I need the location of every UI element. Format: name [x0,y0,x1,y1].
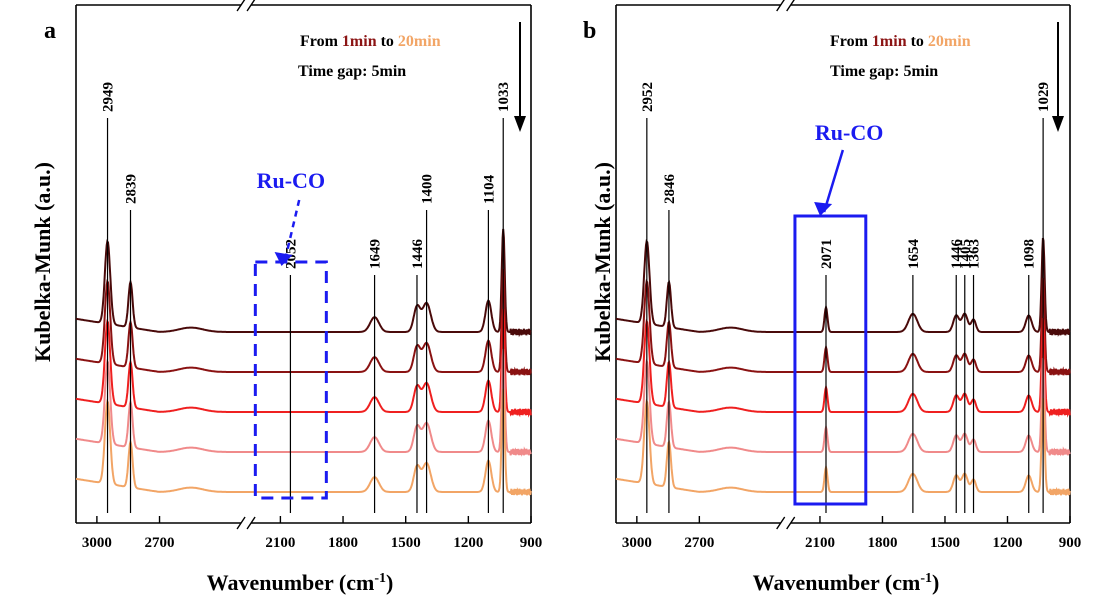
axis-break-mark [246,0,256,12]
x-tick-label: 1500 [930,535,960,551]
axis-break-mark [246,516,256,530]
ru-co-label: Ru-CO [815,120,883,145]
spectrum-line-4 [75,348,532,457]
axis-break-mark [776,0,785,12]
axis-break-mark [786,0,795,12]
legend-line-1: From 1min to 20min [830,33,971,50]
ru-co-box [253,260,328,500]
x-axis-title-b: Wavenumber (cm-1) [753,570,940,595]
peak-label: 2949 [101,82,117,112]
axis-break-gap [780,520,791,526]
peak-label: 1363 [967,239,983,269]
peak-label: 2839 [124,174,140,204]
axis-break-gap [241,520,252,526]
x-tick-label: 2100 [805,535,835,551]
peak-label: 2071 [819,239,835,269]
x-tick-label: 900 [520,535,543,551]
peak-label: 2952 [640,82,656,112]
spectrum-line-5 [615,397,1071,497]
peak-label: 1098 [1022,239,1038,269]
x-tick-label: 3000 [622,535,652,551]
ru-co-arrowhead [274,252,293,266]
y-axis-title-a: Kubelka-Munk (a.u.) [30,162,55,362]
ru-co-arrow [822,149,845,213]
panel-a: 3000 2700 2100 1800 1500 1200 900 a From 1min to… [44,0,542,551]
legend-line-2: Time gap: 5min [298,63,406,80]
panel-b: 3000 2700 2100 1800 1500 1200 900 b From 1min to… [583,0,1081,551]
x-tick-label: 2100 [265,535,295,551]
spectrum-line-2 [615,277,1071,376]
spectrum-line-1 [75,228,532,338]
x-tick-label: 1500 [391,535,421,551]
peak-label: 1033 [496,82,512,112]
legend-prefix: From [830,33,872,50]
legend-start: 1min [342,33,377,50]
legend-line-2: Time gap: 5min [830,63,938,80]
spectrum-line-3 [75,308,532,418]
axis-break-mark [776,516,786,530]
ru-co-arrowhead [814,202,833,216]
x-tick-label: 1200 [992,535,1022,551]
ru-co-label: Ru-CO [257,168,325,193]
spectrum-line-1 [615,237,1071,337]
ru-co-box [793,214,868,506]
axis-break-gap [241,2,252,8]
panel-letter: b [583,18,596,44]
peak-label: 1446 [410,239,426,270]
axis-break-mark [236,0,246,12]
peak-label: 1029 [1036,82,1052,112]
peak-label: 1104 [481,174,497,204]
spectrum-line-4 [615,357,1071,457]
time-arrow-head [1052,116,1064,132]
y-axis-title-b: Kubelka-Munk (a.u.) [590,162,615,362]
axis-break-mark [786,516,796,530]
spectrum-line-5 [75,388,532,497]
x-tick-label: 1800 [328,535,358,551]
x-tick-label: 2700 [684,535,714,551]
legend-mid: to [907,33,928,50]
spectrum-line-2 [75,268,532,376]
x-tick-label: 1200 [453,535,483,551]
peak-label: 1400 [420,174,436,204]
peak-label: 1654 [906,239,922,270]
legend-end: 20min [398,33,441,50]
axis-break-mark [236,516,246,530]
legend-mid: to [377,33,398,50]
axis-break-gap [780,2,791,8]
panel-letter: a [44,18,56,44]
x-tick-label: 1800 [867,535,897,551]
peak-label: 1446 [949,239,965,270]
peak-label: 2846 [662,174,678,205]
spectrum-line-3 [615,317,1071,418]
legend-start: 1min [872,33,907,50]
x-tick-label: 900 [1059,535,1082,551]
x-tick-label: 3000 [82,535,112,551]
peak-label: 1405 [958,239,974,269]
legend-line-1: From 1min to 20min [300,33,441,50]
legend-prefix: From [300,33,342,50]
peak-label: 1649 [368,239,384,269]
time-arrow-head [514,116,526,132]
x-axis-title-a: Wavenumber (cm-1) [207,570,394,595]
legend-end: 20min [928,33,971,50]
x-tick-label: 2700 [145,535,175,551]
